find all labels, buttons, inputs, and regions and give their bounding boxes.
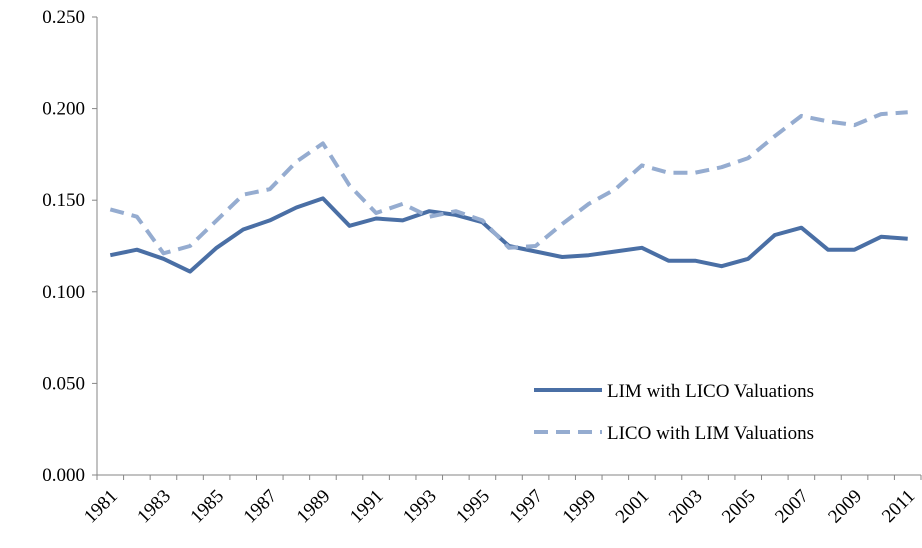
x-tick-label: 1999 (559, 486, 601, 528)
y-tick-label: 0.200 (42, 99, 85, 120)
x-tick-label: 2007 (771, 486, 813, 528)
x-tick-label: 1983 (133, 486, 175, 528)
x-tick-label: 1995 (452, 486, 494, 528)
y-tick-label: 0.250 (42, 7, 85, 28)
legend-label: LICO with LIM Valuations (607, 423, 814, 444)
series-line (109, 110, 908, 256)
x-tick-label: 1989 (293, 486, 335, 528)
x-tick-label: 1991 (346, 486, 388, 528)
y-tick-label: 0.000 (42, 465, 85, 486)
x-tick-label: 2001 (612, 486, 654, 528)
x-tick-label: 1981 (80, 486, 122, 528)
x-tick-label: 2011 (878, 486, 919, 527)
y-tick-label: 0.100 (42, 282, 85, 303)
x-tick-label: 1985 (186, 486, 228, 528)
x-tick-label: 1993 (399, 486, 441, 528)
x-tick-label: 2003 (665, 486, 707, 528)
y-tick-label: 0.150 (42, 190, 85, 211)
x-tick-label: 2005 (718, 486, 760, 528)
x-tick-label: 1997 (505, 486, 547, 528)
legend-label: LIM with LICO Valuations (607, 381, 814, 402)
x-tick-label: 2009 (824, 486, 866, 528)
y-tick-label: 0.050 (42, 373, 85, 394)
x-tick-label: 1987 (240, 486, 282, 528)
